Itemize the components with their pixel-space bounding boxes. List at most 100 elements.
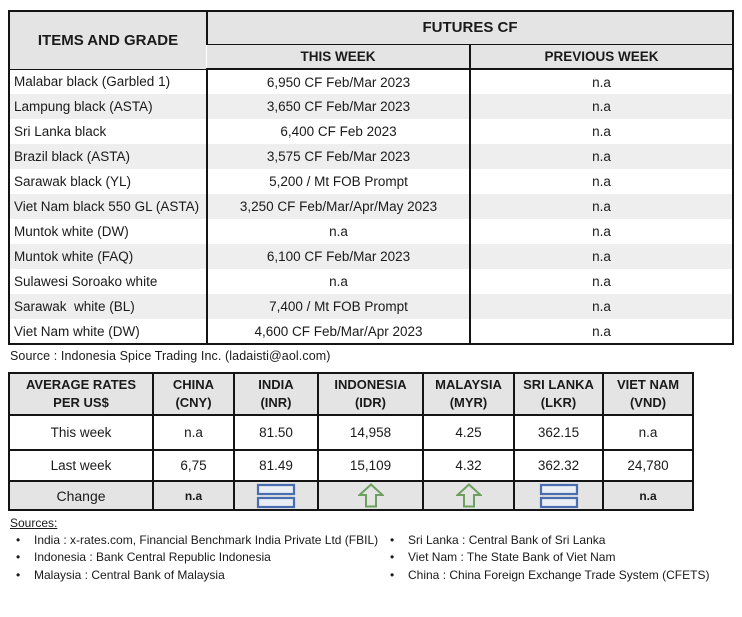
previous-week-cell: n.a <box>469 194 733 219</box>
country-name: VIET NAM <box>616 377 680 393</box>
this-week-row: This week n.a 81.50 14,958 4.25 362.15 n… <box>8 414 694 451</box>
table-row: Malabar black (Garbled 1) 6,950 CF Feb/M… <box>9 69 733 94</box>
rate-cell: 81.50 <box>233 414 319 451</box>
average-rates-header: AVERAGE RATES PER US$ <box>8 372 154 416</box>
source-note: Source : Indonesia Spice Trading Inc. (l… <box>10 349 331 363</box>
rate-cell: 15,109 <box>317 449 424 482</box>
this-week-cell: 7,400 / Mt FOB Prompt <box>206 294 470 319</box>
change-cell <box>422 480 515 511</box>
up-arrow-icon <box>454 483 483 508</box>
list-item: • India : x-rates.com, Financial Benchmar… <box>10 532 384 549</box>
up-arrow-icon <box>356 483 385 508</box>
currency-code: (LKR) <box>540 395 577 410</box>
change-cell <box>513 480 604 511</box>
this-week-cell: 4,600 CF Feb/Mar/Apr 2023 <box>206 319 470 344</box>
rate-cell: 362.32 <box>513 449 604 482</box>
previous-week-cell: n.a <box>469 94 733 119</box>
source-text: Indonesia : Bank Central Republic Indone… <box>34 550 271 565</box>
unchanged-icon <box>539 483 579 508</box>
table-row: Muntok white (DW) n.a n.a <box>9 219 733 244</box>
table-row: Viet Nam white (DW) 4,600 CF Feb/Mar/Apr… <box>9 319 733 344</box>
viet-nam-vnd-header: VIET NAM (VND) <box>602 372 694 416</box>
country-name: INDONESIA <box>334 377 407 393</box>
rate-cell: 362.15 <box>513 414 604 451</box>
sources-section: Sources: • India : x-rates.com, Financial… <box>10 516 734 584</box>
table-row: Sulawesi Soroako white n.a n.a <box>9 269 733 294</box>
list-item: • Viet Nam : The State Bank of Viet Nam <box>384 549 709 566</box>
table-row: Lampung black (ASTA) 3,650 CF Feb/Mar 20… <box>9 94 733 119</box>
items-and-grade-header: ITEMS AND GRADE <box>9 11 207 70</box>
list-item: • China : China Foreign Exchange Trade Sy… <box>384 567 709 584</box>
bullet-icon: • <box>16 567 21 582</box>
table-row: Sarawak white (BL) 7,400 / Mt FOB Prompt… <box>9 294 733 319</box>
previous-week-cell: n.a <box>469 69 733 94</box>
item-grade-cell: Viet Nam black 550 GL (ASTA) <box>14 199 200 214</box>
source-text: China : China Foreign Exchange Trade Sys… <box>408 567 710 582</box>
table-row: Muntok white (FAQ) 6,100 CF Feb/Mar 2023… <box>9 244 733 269</box>
this-week-cell: 5,200 / Mt FOB Prompt <box>206 169 470 194</box>
this-week-cell: n.a <box>206 269 470 294</box>
source-text: Malaysia : Central Bank of Malaysia <box>34 567 225 582</box>
bullet-icon: • <box>16 533 21 547</box>
unchanged-icon <box>256 483 296 508</box>
sri-lanka-lkr-header: SRI LANKA (LKR) <box>513 372 604 416</box>
table-row: Sri Lanka black 6,400 CF Feb 2023 n.a <box>9 119 733 144</box>
item-grade-cell: Viet Nam white (DW) <box>14 323 140 339</box>
rate-cell: 14,958 <box>317 414 424 451</box>
table-row: Sarawak black (YL) 5,200 / Mt FOB Prompt… <box>9 169 733 194</box>
this-week-header: THIS WEEK <box>207 44 470 70</box>
bullet-icon: • <box>16 550 21 565</box>
previous-week-cell: n.a <box>469 244 733 269</box>
rate-cell: 4.25 <box>422 414 515 451</box>
average-rates-table: AVERAGE RATES PER US$ CHINA (CNY) INDIA … <box>8 372 694 511</box>
this-week-cell: n.a <box>206 219 470 244</box>
change-cell <box>233 480 319 511</box>
table-row: Viet Nam black 550 GL (ASTA) 3,250 CF Fe… <box>9 194 733 219</box>
bullet-icon: • <box>390 550 395 565</box>
this-week-cell: 6,100 CF Feb/Mar 2023 <box>206 244 470 269</box>
previous-week-cell: n.a <box>469 144 733 169</box>
this-week-cell: 3,250 CF Feb/Mar/Apr/May 2023 <box>206 194 470 219</box>
list-item: • Indonesia : Bank Central Republic Indon… <box>10 549 384 566</box>
source-text: Sri Lanka : Central Bank of Sri Lanka <box>408 533 606 547</box>
item-grade-cell: Muntok white (DW) <box>14 224 129 239</box>
previous-week-cell: n.a <box>469 294 733 319</box>
row-label: This week <box>8 414 154 451</box>
average-rates-line1: AVERAGE RATES <box>25 377 137 393</box>
item-grade-cell: Brazil black (ASTA) <box>14 149 131 164</box>
source-text: India : x-rates.com, Financial Benchmark… <box>34 533 379 547</box>
country-name: INDIA <box>258 377 294 393</box>
futures-header-row-sub: THIS WEEK PREVIOUS WEEK <box>9 44 733 70</box>
this-week-cell: 6,950 CF Feb/Mar 2023 <box>206 69 470 94</box>
list-item: • Sri Lanka : Central Bank of Sri Lanka <box>384 532 709 549</box>
sources-list-right: • Sri Lanka : Central Bank of Sri Lanka •… <box>384 532 709 584</box>
country-name: SRI LANKA <box>523 377 594 393</box>
rate-cell: 6,75 <box>152 449 235 482</box>
currency-code: (VND) <box>629 395 667 410</box>
item-grade-cell: Sulawesi Soroako white <box>14 274 158 289</box>
bullet-icon: • <box>390 567 395 582</box>
rate-cell: 81.49 <box>233 449 319 482</box>
this-week-cell: 6,400 CF Feb 2023 <box>206 119 470 144</box>
table-row: Brazil black (ASTA) 3,575 CF Feb/Mar 202… <box>9 144 733 169</box>
item-grade-cell: Muntok white (FAQ) <box>14 249 134 264</box>
currency-code: (MYR) <box>449 395 488 410</box>
bullet-icon: • <box>390 533 395 547</box>
item-grade-cell: Sarawak black (YL) <box>14 174 132 189</box>
rate-cell: 24,780 <box>602 449 694 482</box>
country-name: CHINA <box>172 377 215 393</box>
currency-code: (CNY) <box>175 395 212 410</box>
row-label: Last week <box>8 449 154 482</box>
item-grade-cell: Lampung black (ASTA) <box>14 99 153 114</box>
change-row: Change n.a <box>8 480 694 511</box>
rate-cell: n.a <box>602 414 694 451</box>
source-text: Viet Nam : The State Bank of Viet Nam <box>408 550 616 565</box>
previous-week-cell: n.a <box>469 219 733 244</box>
currency-code: (INR) <box>260 395 292 410</box>
rates-header-row: AVERAGE RATES PER US$ CHINA (CNY) INDIA … <box>8 372 694 416</box>
indonesia-idr-header: INDONESIA (IDR) <box>317 372 424 416</box>
rate-cell: n.a <box>152 414 235 451</box>
previous-week-cell: n.a <box>469 169 733 194</box>
previous-week-cell: n.a <box>469 319 733 344</box>
change-cell <box>317 480 424 511</box>
